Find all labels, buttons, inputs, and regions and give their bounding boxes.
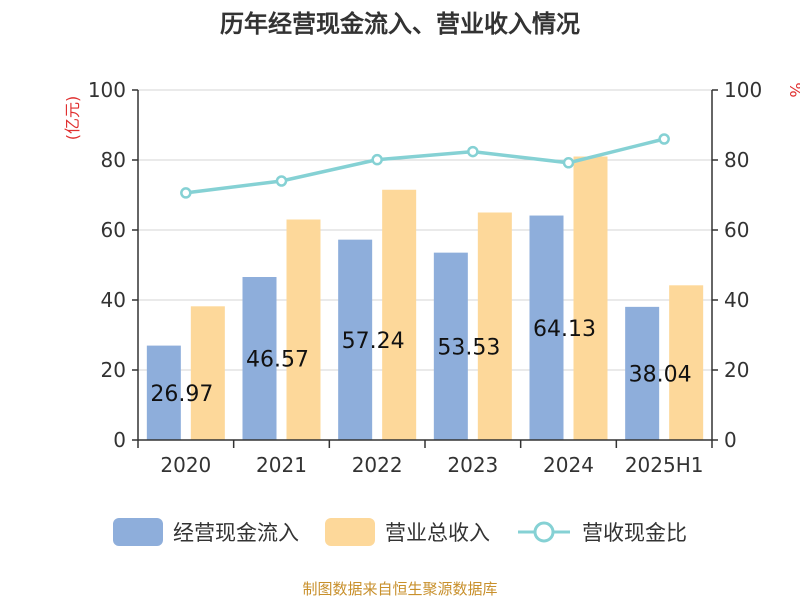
data-label-cash-inflow: 38.04 [629,362,692,387]
bar-revenue-2022 [382,189,417,440]
right-tick-label: 40 [724,288,749,312]
ratio-line [185,137,665,195]
data-label-cash-inflow: 53.53 [437,335,500,360]
bar-revenue-2023 [477,212,512,440]
bar-cash-inflow-2025H1 [625,306,660,440]
data-labels: 26.97 46.57 57.24 53.53 64.13 38.04 [150,317,691,407]
source-note: 制图数据来自恒生聚源数据库 [302,580,498,598]
bar-revenue-2020 [190,306,225,440]
legend-item-cash-ratio[interactable]: 营收现金比 [516,517,687,547]
right-axis-unit: % [786,82,800,97]
bar-cash-inflow-2023 [433,252,468,440]
legend-label-cash-inflow: 经营现金流入 [173,521,299,545]
left-tick-label: 20 [101,358,126,382]
x-tick-label: 2023 [447,453,498,477]
right-tick-label: 80 [724,148,749,172]
ratio-point-2025H1 [658,133,670,145]
right-tick-label: 100 [724,78,762,102]
chart-title: 历年经营现金流入、营业收入情况 [220,10,580,38]
legend-label-revenue: 营业总收入 [385,521,490,545]
bar-revenue-2025H1 [669,285,704,440]
right-tick-label: 20 [724,358,749,382]
bar-marks [146,156,704,440]
right-tick-label: 0 [724,428,737,452]
bar-cash-inflow-2021 [242,277,277,440]
left-tick-label: 100 [88,78,126,102]
x-tick-label: 2025H1 [625,453,704,477]
data-label-cash-inflow: 57.24 [342,329,405,354]
legend: 经营现金流入 营业总收入 营收现金比 [0,517,800,547]
bar-cash-inflow-2020 [146,345,181,440]
data-label-cash-inflow: 46.57 [246,348,309,373]
right-tick-label: 60 [724,218,749,242]
gridlines [138,89,712,371]
bar-cash-inflow-2024 [529,215,564,440]
left-tick-label: 40 [101,288,126,312]
legend-swatch-cash-inflow [113,518,163,546]
ratio-point-2022 [371,153,383,166]
legend-item-revenue[interactable]: 营业总收入 [325,517,490,547]
x-tick-label: 2020 [160,453,211,477]
data-label-cash-inflow: 64.13 [533,317,596,342]
left-axis-unit: (亿元) [63,96,82,141]
left-tick-label: 60 [101,218,126,242]
legend-swatch-revenue [325,518,375,546]
legend-item-cash-inflow[interactable]: 经营现金流入 [113,517,299,547]
x-tick-label: 2022 [352,453,403,477]
ratio-point-2024 [562,157,575,169]
legend-swatch-cash-ratio [518,521,570,543]
x-tick-label: 2024 [543,453,594,477]
left-tick-label: 0 [113,428,126,452]
ratio-point-2021 [275,175,288,187]
ratio-point-2020 [180,187,192,199]
left-tick-label: 80 [101,148,126,172]
bar-revenue-2021 [286,219,321,440]
ratio-point-2023 [467,145,479,158]
data-label-cash-inflow: 26.97 [150,382,213,407]
bar-revenue-2024 [573,156,608,440]
x-tick-label: 2021 [256,453,307,477]
ratio-line-marks [180,133,670,199]
bar-cash-inflow-2022 [338,239,373,440]
legend-label-cash-ratio: 营收现金比 [582,521,687,545]
axes: 0 20 40 60 80 100 0 20 40 60 80 100 2020 2021 2022 2023… [88,78,762,477]
